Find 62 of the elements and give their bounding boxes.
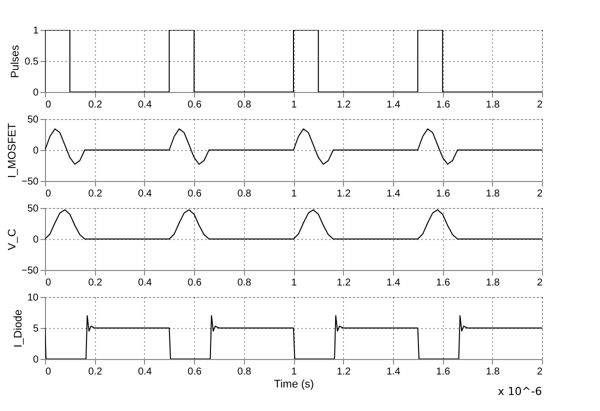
x-tick-label: 0.8 bbox=[237, 366, 252, 378]
y-tick-label: −50 bbox=[22, 176, 39, 188]
x-tick-label: 1.4 bbox=[386, 366, 401, 378]
x-tick-label: 0.2 bbox=[88, 188, 103, 200]
y-tick-label: 0 bbox=[32, 234, 39, 246]
x-tick-label: 2 bbox=[536, 366, 543, 378]
y-tick-label: 0 bbox=[32, 354, 39, 366]
x-tick-label: 0.2 bbox=[88, 100, 103, 110]
x-tick-label: 1.2 bbox=[336, 100, 352, 110]
x-tick-label: 0.4 bbox=[138, 188, 152, 200]
x-tick-label: 2 bbox=[536, 188, 543, 200]
x-tick-label: 0.2 bbox=[88, 366, 103, 378]
x-tick-label: 0.4 bbox=[138, 366, 152, 378]
x-tick-label: 0 bbox=[46, 100, 52, 110]
x-tick-label: 2 bbox=[536, 278, 543, 288]
x-tick-label: 1.8 bbox=[486, 188, 500, 200]
x-tick-label: 1.8 bbox=[486, 100, 500, 110]
x-tick-label: 1.2 bbox=[336, 278, 352, 288]
y-tick-label: 50 bbox=[27, 204, 39, 214]
x-tick-label: 1.6 bbox=[436, 188, 450, 200]
x-tick-label: 1 bbox=[291, 366, 298, 378]
y-tick-label: 10 bbox=[27, 292, 39, 304]
x-tick-label: 1.2 bbox=[336, 366, 352, 378]
x-tick-label: 0.6 bbox=[188, 366, 202, 378]
x-tick-label: 0.6 bbox=[188, 278, 202, 288]
y-tick-label: 1 bbox=[32, 26, 39, 36]
x-tick-label: 1.6 bbox=[436, 278, 450, 288]
y-axis-title: Pulses bbox=[10, 44, 22, 78]
x-tick-label: 0.4 bbox=[138, 278, 152, 288]
x-tick-label: 1.4 bbox=[386, 100, 401, 110]
y-tick-label: 0.5 bbox=[24, 56, 39, 68]
x-tick-label: 0.8 bbox=[237, 278, 252, 288]
text: x 10^-6 bbox=[498, 385, 542, 398]
x-tick-label: 1.2 bbox=[336, 188, 352, 200]
x-tick-label: 0.8 bbox=[237, 188, 252, 200]
x-tick-label: 0.6 bbox=[188, 188, 202, 200]
x-tick-label: 1 bbox=[291, 100, 298, 110]
x-tick-label: 0 bbox=[46, 278, 52, 288]
x-axis-title: Time (s) bbox=[274, 378, 314, 390]
x-tick-label: 0.8 bbox=[237, 100, 252, 110]
x-tick-label: 0.2 bbox=[88, 278, 103, 288]
x-tick-label: 1 bbox=[291, 278, 298, 288]
y-tick-label: −50 bbox=[22, 266, 39, 276]
y-axis-title: V_C bbox=[6, 228, 19, 250]
x-tick-label: 1.6 bbox=[436, 100, 450, 110]
x-tick-label: 1.8 bbox=[486, 278, 500, 288]
x-tick-label: 0 bbox=[46, 366, 52, 378]
y-axis-title: I_Diode bbox=[12, 310, 24, 348]
x-tick-label: 1.4 bbox=[386, 188, 401, 200]
y-axis-title: I_MOSFET bbox=[6, 122, 19, 178]
y-tick-label: 0 bbox=[32, 88, 39, 98]
y-tick-label: 50 bbox=[27, 114, 39, 126]
x-tick-label: 1.4 bbox=[386, 278, 401, 288]
y-tick-label: 5 bbox=[32, 324, 39, 334]
x-tick-label: 0 bbox=[46, 188, 52, 200]
x-tick-label: 0.6 bbox=[188, 100, 202, 110]
x-tick-label: 1.8 bbox=[486, 366, 500, 378]
x-tick-label: 0.4 bbox=[138, 100, 152, 110]
x-tick-label: 1 bbox=[291, 188, 298, 200]
x-tick-label: 2 bbox=[536, 100, 543, 110]
y-tick-label: 0 bbox=[32, 146, 39, 156]
x-tick-label: 1.6 bbox=[436, 366, 450, 378]
